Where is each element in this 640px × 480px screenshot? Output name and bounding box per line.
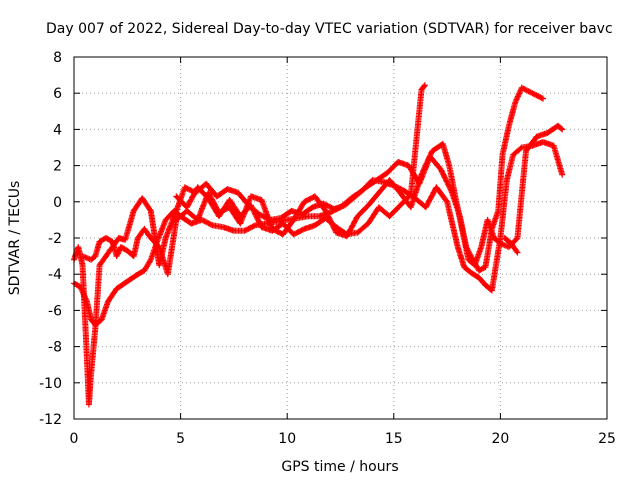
y-tick-label: -6 <box>48 303 62 319</box>
axis-ticks: 0 5 10 15 20 25 -12 -10 -8 -6 -4 -2 0 2 4 6 8 <box>39 50 616 447</box>
y-tick-label: -10 <box>39 376 62 392</box>
x-tick-label: 25 <box>598 431 616 447</box>
series-points <box>173 82 521 256</box>
y-tick-label: -8 <box>48 340 62 356</box>
y-axis-label: SDTVAR / TECUs <box>7 181 23 296</box>
y-tick-label: -4 <box>48 267 62 283</box>
x-tick-label: 15 <box>385 431 403 447</box>
y-tick-label: 6 <box>53 86 62 102</box>
chart-title: Day 007 of 2022, Sidereal Day-to-day VTE… <box>46 21 613 37</box>
series-trace-4 <box>173 82 521 256</box>
x-tick-label: 5 <box>176 431 185 447</box>
x-tick-label: 0 <box>70 431 79 447</box>
x-axis-label: GPS time / hours <box>281 459 398 475</box>
data-series <box>71 82 566 408</box>
series-points <box>79 122 566 278</box>
y-tick-label: 8 <box>53 50 62 66</box>
x-tick-label: 20 <box>491 431 509 447</box>
y-tick-label: -2 <box>48 231 62 247</box>
y-tick-label: 2 <box>53 159 62 175</box>
y-tick-label: 0 <box>53 195 62 211</box>
y-tick-label: 4 <box>53 122 62 138</box>
series-trace-3 <box>79 122 566 278</box>
y-tick-label: -12 <box>39 412 62 428</box>
x-tick-label: 10 <box>278 431 296 447</box>
